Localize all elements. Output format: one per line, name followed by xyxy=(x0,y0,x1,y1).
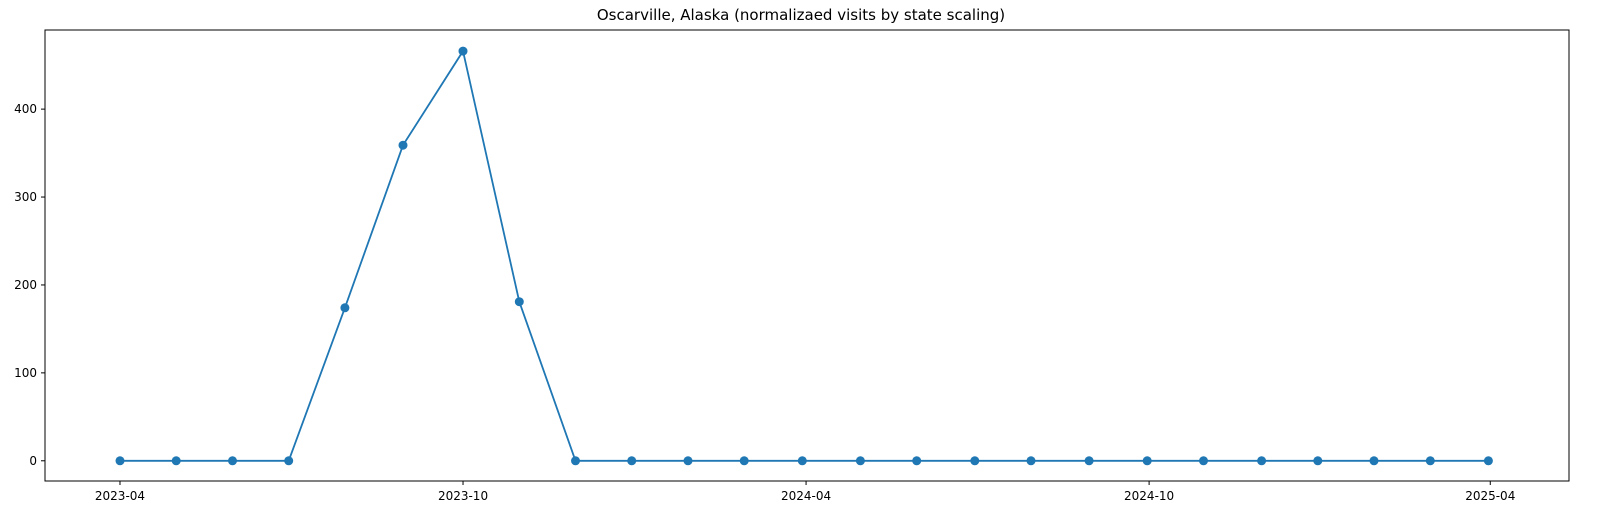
x-tick-label: 2023-10 xyxy=(438,489,488,503)
x-tick-label: 2025-04 xyxy=(1465,489,1515,503)
data-point xyxy=(970,456,980,466)
data-point xyxy=(855,456,865,466)
data-point xyxy=(1313,456,1323,466)
x-tick-label: 2023-04 xyxy=(95,489,145,503)
data-point xyxy=(1483,456,1493,466)
y-tick-label: 100 xyxy=(14,366,37,380)
data-point xyxy=(284,456,294,466)
plot-area-frame xyxy=(44,29,1570,482)
data-point xyxy=(571,456,580,466)
y-tick-label: 0 xyxy=(29,454,37,468)
data-points xyxy=(115,46,1493,466)
data-point xyxy=(1142,456,1152,466)
data-point xyxy=(1026,456,1036,466)
y-tick-label: 400 xyxy=(14,102,37,116)
data-point xyxy=(739,456,749,466)
data-point xyxy=(340,303,350,313)
data-point xyxy=(797,456,807,466)
data-point xyxy=(912,456,922,466)
data-point xyxy=(171,456,181,466)
data-point xyxy=(1257,456,1267,466)
data-point xyxy=(1369,456,1379,466)
y-tick-label: 300 xyxy=(14,190,37,204)
x-tick-label: 2024-10 xyxy=(1124,489,1174,503)
data-point xyxy=(1084,456,1094,466)
y-tick-label: 200 xyxy=(14,278,37,292)
data-point xyxy=(1425,456,1435,466)
x-tick-label: 2024-04 xyxy=(781,489,831,503)
data-point xyxy=(228,456,237,466)
x-axis: 2023-04 2023-10 2024-04 2024-10 2025-04 xyxy=(95,481,1515,503)
data-point xyxy=(514,297,524,307)
data-point xyxy=(627,456,637,466)
y-axis: 0 100 200 300 400 xyxy=(14,102,45,468)
data-point xyxy=(1199,456,1208,466)
data-point xyxy=(398,140,408,150)
data-point xyxy=(458,46,468,56)
data-point xyxy=(115,456,125,466)
series-line xyxy=(120,48,1489,462)
chart-title: Oscarville, Alaska (normalizaed visits b… xyxy=(597,6,1005,24)
data-point xyxy=(683,456,693,466)
